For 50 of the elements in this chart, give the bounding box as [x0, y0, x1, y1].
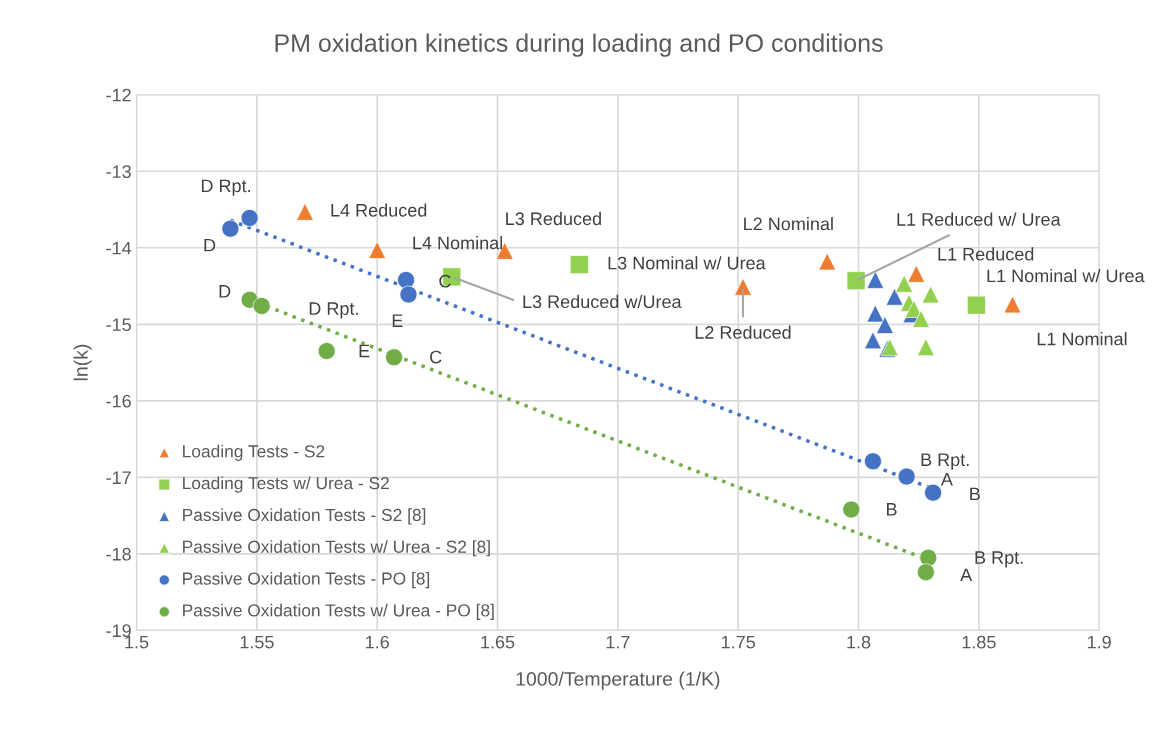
x-tick-label: 1.5 [125, 635, 149, 649]
y-tick-label: -17 [106, 471, 131, 484]
x-axis-title: 1000/Temperature (1/K) [516, 671, 720, 690]
annotation: L3 Reduced w/Urea [523, 294, 682, 309]
annotation: B Rpt. [975, 551, 1023, 568]
annotation: L3 Reduced [506, 211, 601, 226]
y-tick-label: -18 [106, 547, 131, 561]
annotation: L1 Nominal w/ Urea [987, 268, 1145, 283]
annotation: L4 Reduced [331, 203, 427, 217]
legend-label: Passive Oxidation Tests w/ Urea - PO [8] [183, 603, 494, 620]
annotation: L2 Nominal [744, 217, 833, 231]
y-tick-label: -19 [106, 624, 131, 638]
x-tick-label: 1.9 [1087, 635, 1111, 649]
x-tick-label: 1.85 [962, 635, 996, 649]
x-tick-label: 1.65 [481, 635, 515, 649]
annotation: L2 Reduced [695, 325, 791, 339]
annotation: B [970, 487, 980, 501]
legend-label: Loading Tests w/ Urea - S2 [183, 476, 389, 493]
annotation: A [940, 472, 953, 486]
annotation: L4 Nominal [413, 236, 503, 250]
x-tick-label: 1.55 [240, 635, 274, 649]
annotation: D Rpt. [201, 179, 250, 196]
annotation: B [887, 503, 897, 516]
annotation: E [392, 314, 403, 327]
chart-title: PM oxidation kinetics during loading and PO conditions [275, 33, 883, 57]
y-tick-label: -14 [106, 241, 132, 255]
annotation: D Rpt. [309, 302, 358, 319]
annotation: D [219, 285, 231, 298]
x-tick-label: 1.75 [721, 635, 755, 649]
legend-label: Loading Tests - S2 [183, 444, 325, 461]
y-tick-label: -12 [106, 88, 131, 102]
annotation: L1 Reduced w/ Urea [897, 212, 1061, 226]
annotation: C [430, 350, 442, 364]
x-tick-label: 1.7 [606, 635, 630, 649]
legend-label: Passive Oxidation Tests - PO [8] [183, 571, 430, 589]
legend-label: Passive Oxidation Tests - S2 [8] [183, 508, 426, 525]
legend-label: Passive Oxidation Tests w/ Urea - S2 [8] [183, 540, 490, 557]
annotation: D [204, 238, 216, 252]
annotation: L1 Reduced [938, 247, 1034, 261]
annotation: E [359, 344, 370, 358]
y-tick-label: -13 [106, 165, 131, 178]
annotation: A [960, 568, 973, 582]
y-tick-label: -16 [106, 394, 131, 408]
annotation: L3 Nominal w/ Urea [608, 256, 766, 270]
annotation: B Rpt. [921, 453, 969, 470]
annotation: L1 Nominal [1037, 332, 1127, 346]
y-axis-title: ln(k) [73, 344, 92, 381]
x-tick-label: 1.8 [847, 635, 871, 649]
y-tick-label: -15 [106, 318, 131, 332]
x-tick-label: 1.6 [366, 635, 389, 649]
